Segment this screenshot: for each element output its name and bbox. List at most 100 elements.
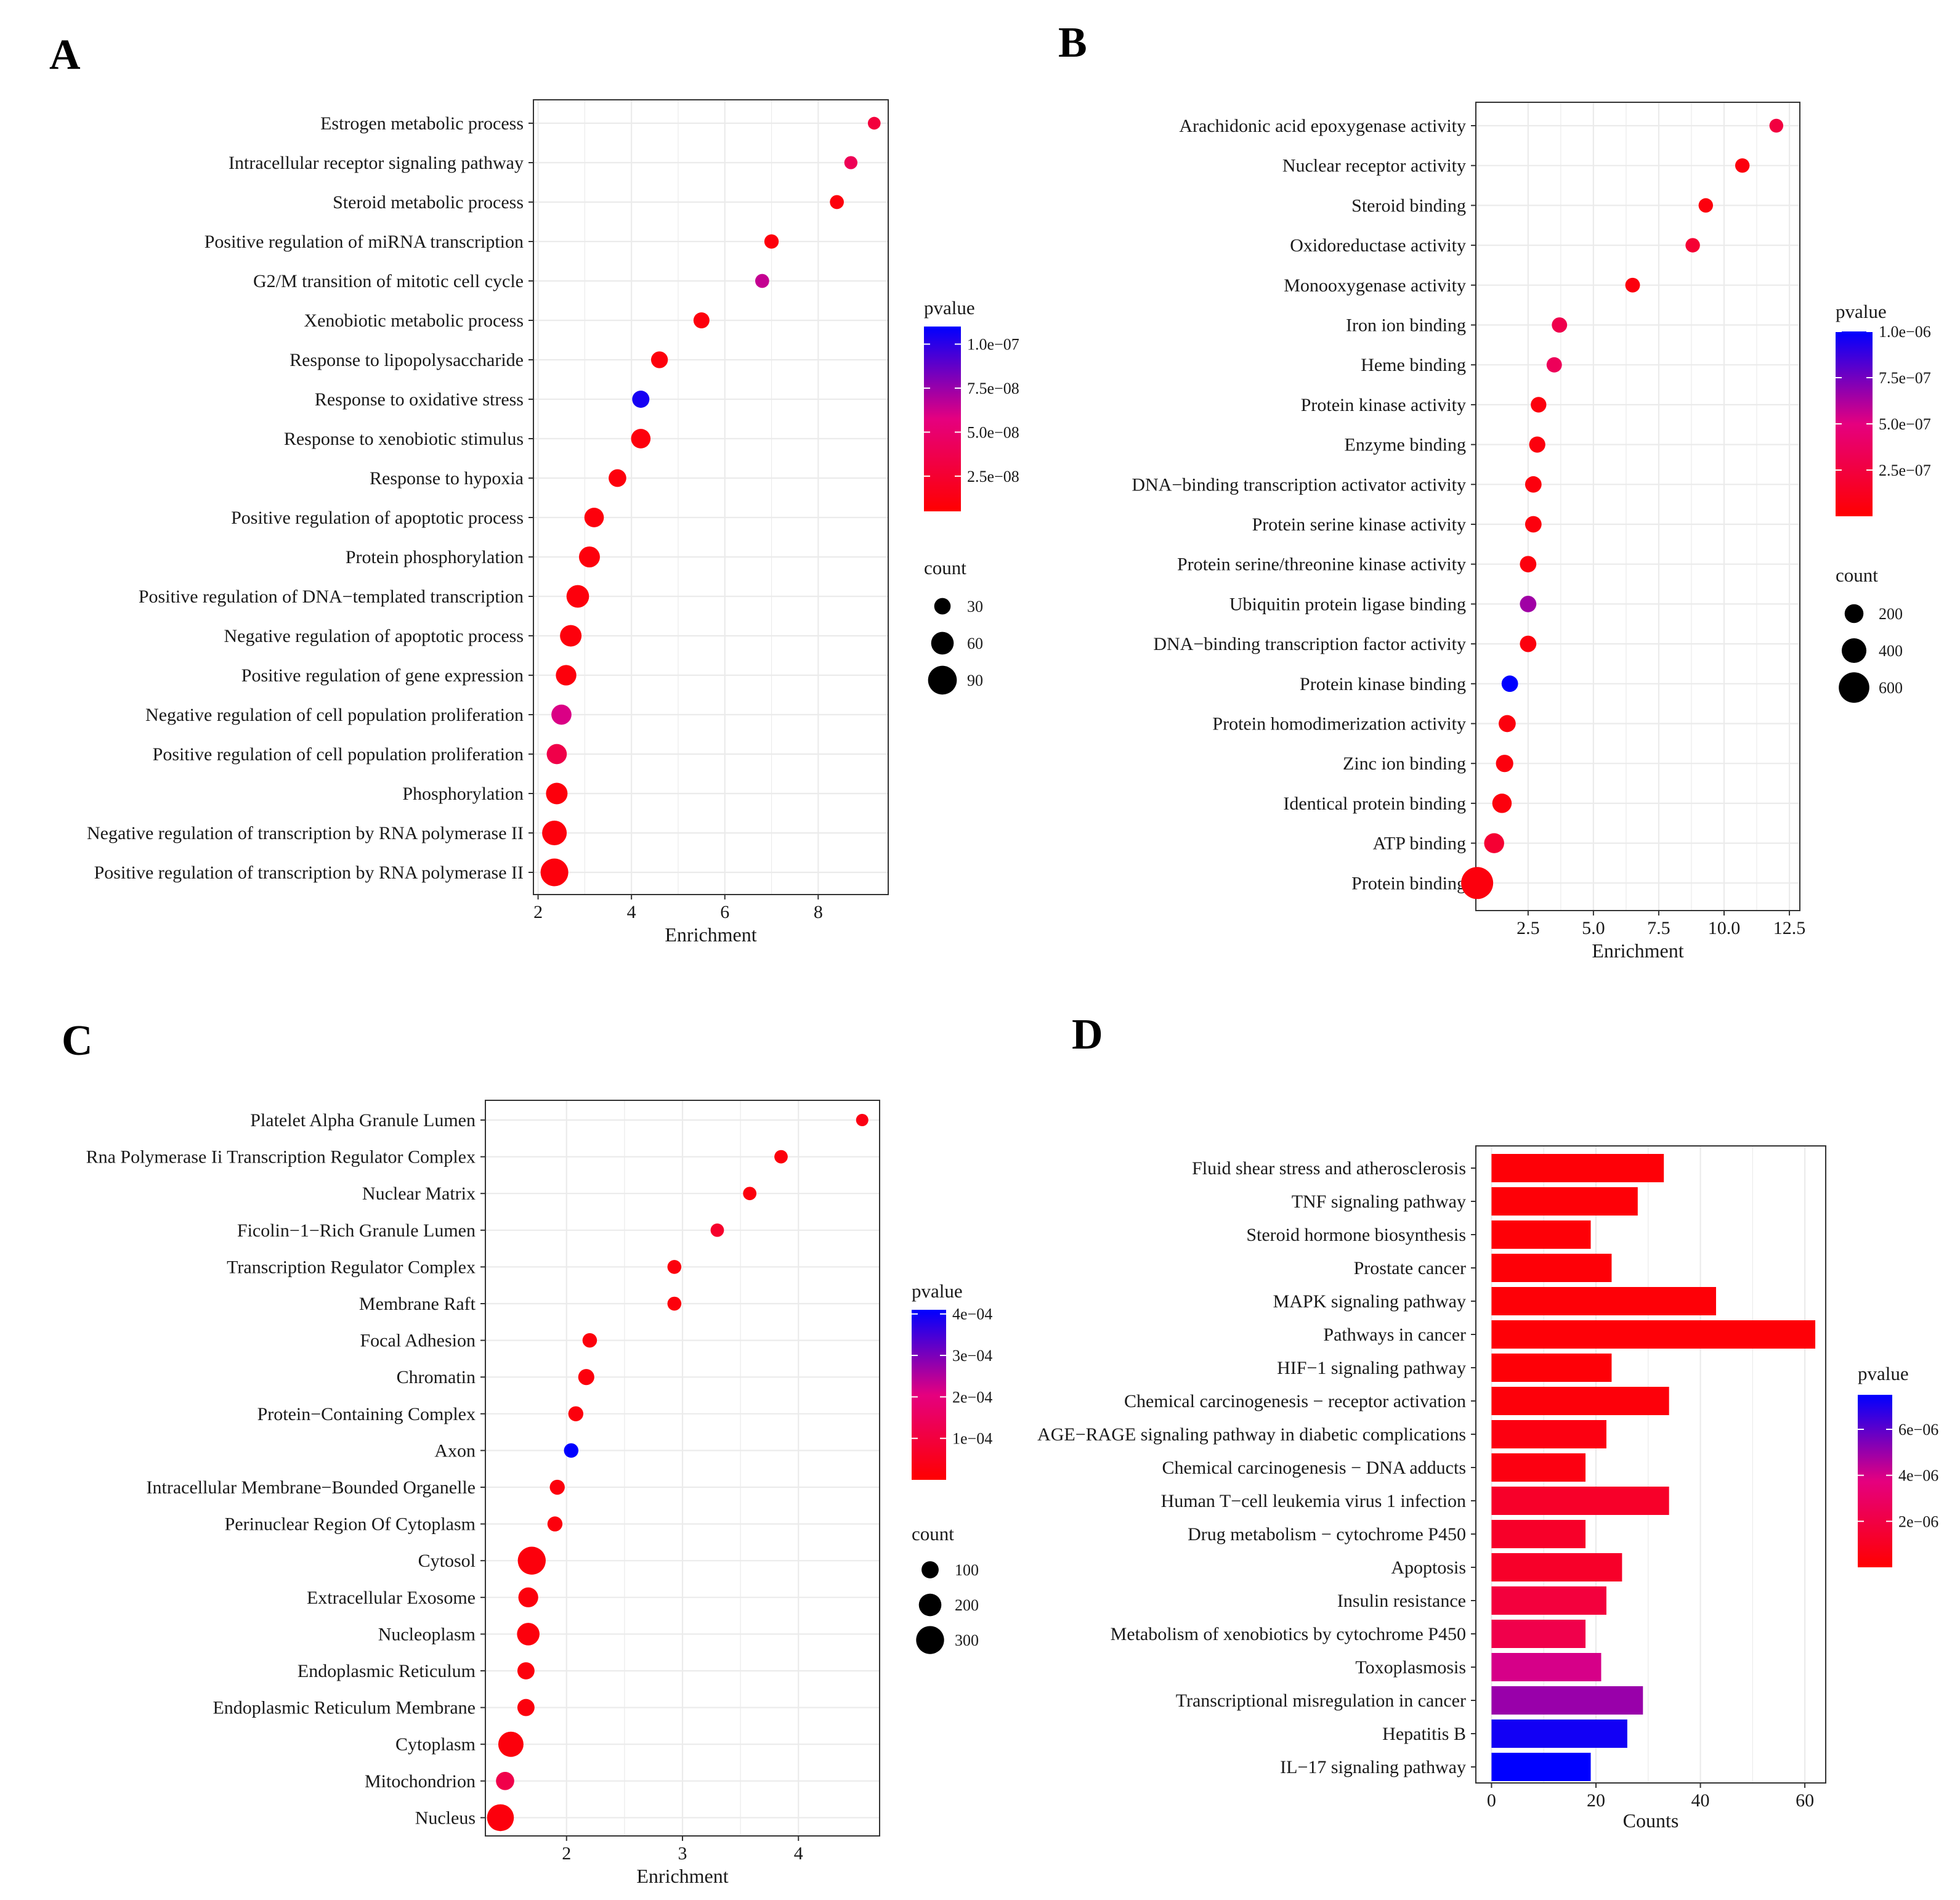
a-category-label: Negative regulation of transcription by …	[87, 823, 524, 843]
a-category-label: Phosphorylation	[402, 784, 524, 804]
b-data-point	[1501, 675, 1518, 692]
a-data-point	[632, 391, 650, 408]
c-category-label: Protein−Containing Complex	[257, 1404, 476, 1424]
d-category-label: IL−17 signaling pathway	[1280, 1757, 1466, 1777]
a-data-point	[755, 274, 769, 288]
c-color-legend-title: pvalue	[912, 1280, 963, 1302]
panel-label-b: B	[1058, 19, 1087, 67]
b-data-point	[1625, 277, 1640, 293]
b-x-tick-label: 2.5	[1517, 918, 1540, 938]
c-data-point	[517, 1546, 546, 1575]
d-bar	[1491, 1354, 1612, 1382]
a-data-point	[546, 744, 567, 765]
d-bar	[1491, 1686, 1643, 1715]
d-category-label: Steroid hormone biosynthesis	[1246, 1225, 1466, 1245]
a-category-label: Negative regulation of apoptotic process	[224, 626, 524, 646]
c-category-label: Axon	[434, 1440, 476, 1461]
b-x-tick-label: 12.5	[1773, 918, 1806, 938]
c-color-legend-tick: 2e−04	[952, 1388, 992, 1406]
a-category-label: Protein phosphorylation	[346, 547, 524, 567]
a-data-point	[844, 156, 858, 169]
d-plot-border	[1475, 1145, 1826, 1784]
a-data-point	[566, 585, 589, 608]
c-data-point	[517, 1623, 540, 1646]
a-plot-border	[533, 99, 889, 895]
b-x-tick-label: 5.0	[1582, 918, 1605, 938]
c-data-point	[547, 1516, 563, 1532]
d-category-label: MAPK signaling pathway	[1273, 1291, 1466, 1312]
b-category-label: Steroid binding	[1351, 195, 1466, 216]
d-color-legend-title: pvalue	[1858, 1363, 1909, 1384]
d-bar	[1491, 1320, 1816, 1349]
b-color-legend-tick: 5.0e−07	[1879, 415, 1931, 433]
c-category-label: Perinuclear Region Of Cytoplasm	[225, 1514, 476, 1535]
a-data-point	[693, 312, 710, 328]
c-category-label: Nucleus	[415, 1808, 476, 1828]
a-category-label: Positive regulation of gene expression	[241, 665, 524, 686]
a-category-label: Steroid metabolic process	[333, 192, 524, 213]
a-category-label: Positive regulation of miRNA transcripti…	[205, 232, 524, 252]
b-size-legend-title: count	[1836, 564, 1878, 586]
a-data-point	[542, 821, 567, 845]
a-category-label: Positive regulation of DNA−templated tra…	[139, 587, 524, 607]
panel-c-dot-plot: Platelet Alpha Granule Lumen Rna Polymera…	[86, 1100, 992, 1887]
c-data-point	[774, 1150, 788, 1164]
b-color-legend-title: pvalue	[1836, 301, 1887, 322]
b-data-point	[1685, 238, 1700, 253]
d-category-label: Transcriptional misregulation in cancer	[1176, 1691, 1466, 1711]
a-plot-background	[533, 100, 888, 895]
a-size-legend-label: 30	[967, 598, 983, 615]
b-data-point	[1552, 317, 1568, 333]
b-data-point	[1461, 867, 1494, 899]
d-category-label: Fluid shear stress and atherosclerosis	[1192, 1158, 1466, 1179]
a-x-tick-label: 6	[720, 902, 729, 922]
a-category-label: Estrogen metabolic process	[320, 113, 524, 134]
a-color-legend-tick: 2.5e−08	[967, 468, 1019, 485]
b-category-label: Ubiquitin protein ligase binding	[1229, 594, 1466, 614]
c-category-label: Ficolin−1−Rich Granule Lumen	[237, 1220, 476, 1241]
d-category-label: Apoptosis	[1391, 1557, 1466, 1578]
d-bar	[1491, 1220, 1591, 1249]
d-bar	[1491, 1187, 1638, 1216]
c-data-point	[498, 1731, 524, 1757]
a-color-legend-tick: 7.5e−08	[967, 380, 1019, 397]
b-category-label: Monooxygenase activity	[1284, 275, 1466, 296]
panel-label-d: D	[1072, 1011, 1103, 1058]
c-data-point	[710, 1223, 724, 1237]
b-category-label: Protein homodimerization activity	[1212, 714, 1466, 734]
c-category-label: Membrane Raft	[359, 1294, 476, 1314]
a-category-label: Response to lipopolysaccharide	[290, 350, 524, 370]
d-color-legend-tick: 6e−06	[1898, 1421, 1938, 1439]
a-category-label: Positive regulation of transcription by …	[94, 863, 524, 883]
a-category-label: Positive regulation of cell population p…	[153, 744, 524, 765]
c-color-legend-tick: 3e−04	[952, 1347, 992, 1365]
a-data-point	[764, 234, 779, 249]
d-color-legend-bar	[1858, 1395, 1892, 1567]
c-category-label: Nucleoplasm	[378, 1624, 476, 1644]
c-data-point	[549, 1479, 565, 1495]
a-x-axis-title: Enrichment	[665, 924, 756, 946]
d-x-tick-label: 0	[1487, 1790, 1496, 1811]
b-data-point	[1496, 755, 1513, 773]
panel-d-bar-chart: Fluid shear stress and atherosclerosis TN…	[1037, 1145, 1938, 1832]
a-data-point	[540, 858, 569, 887]
c-category-label: Platelet Alpha Granule Lumen	[250, 1110, 476, 1131]
b-category-label: ATP binding	[1373, 834, 1466, 854]
a-color-legend-title: pvalue	[924, 297, 975, 319]
d-bar	[1491, 1653, 1602, 1681]
b-data-point	[1769, 118, 1784, 133]
b-category-label: Protein kinase binding	[1300, 674, 1466, 694]
d-bar	[1491, 1287, 1716, 1315]
a-data-point	[546, 782, 568, 805]
b-data-point	[1698, 198, 1714, 213]
b-plot-border	[1475, 102, 1800, 911]
panel-a-dot-plot: Estrogen metabolic process Intracellular …	[87, 99, 1019, 946]
c-category-label: Rna Polymerase Ii Transcription Regulato…	[86, 1147, 476, 1167]
c-x-tick-label: 3	[678, 1843, 687, 1864]
b-size-legend-label: 200	[1879, 605, 1903, 623]
b-size-legend-label: 600	[1879, 679, 1903, 697]
c-x-tick-label: 4	[794, 1843, 803, 1864]
c-data-point	[667, 1260, 682, 1274]
c-size-legend-dot	[921, 1561, 939, 1578]
